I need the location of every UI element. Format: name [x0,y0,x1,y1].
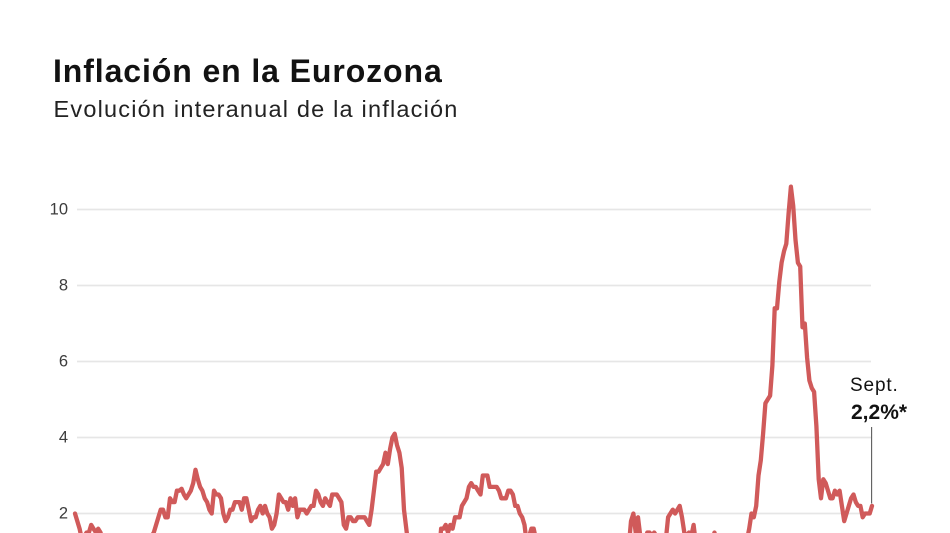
svg-text:4: 4 [59,429,68,447]
svg-text:8: 8 [59,277,68,295]
svg-text:6: 6 [59,353,68,371]
svg-text:2,2%*: 2,2%* [851,401,908,424]
svg-text:Sept.: Sept. [850,375,899,396]
svg-text:10: 10 [50,201,68,219]
svg-text:2: 2 [59,505,68,523]
